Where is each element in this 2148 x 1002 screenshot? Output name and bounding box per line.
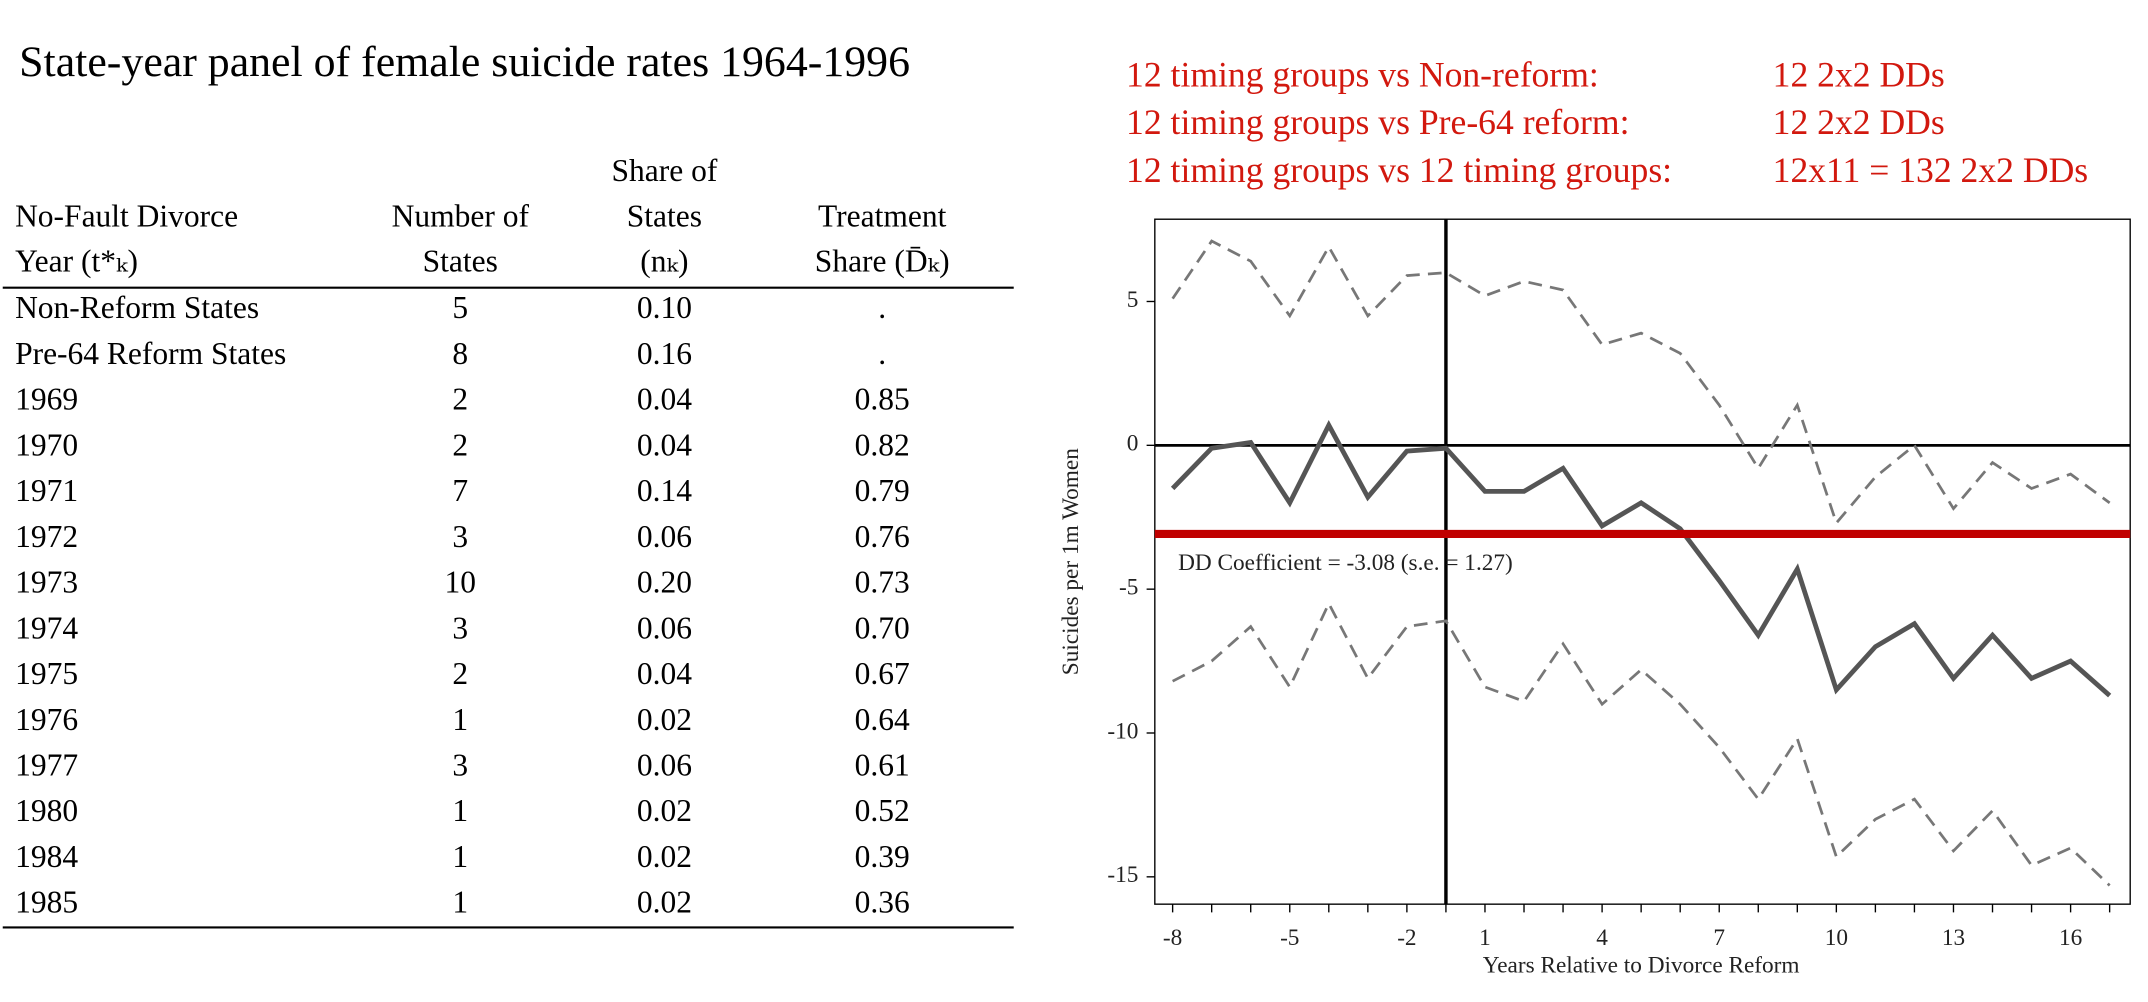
estimate-line (1170, 420, 2112, 698)
y-tick-label: -15 (1107, 862, 1138, 888)
x-tick-label: -5 (1280, 925, 1299, 951)
table-cell: 2 (452, 382, 468, 417)
comparisons: 12 timing groups vs Non-reform: 12 2x2 DD… (1126, 54, 2088, 190)
table-cell: 1970 (15, 427, 78, 462)
table-cell: 1 (452, 702, 468, 737)
table-cell: 0.02 (637, 839, 692, 874)
table-cell: 1 (452, 793, 468, 828)
table-cell: . (878, 336, 886, 371)
table-cell: 0.10 (637, 290, 692, 325)
table-cell: 0.79 (855, 473, 910, 508)
annotation: DD Coefficient = -3.08 (s.e. = 1.27) (1178, 550, 1513, 576)
header-cell: No-Fault Divorce (15, 198, 238, 233)
slide-title: State-year panel of female suicide rates… (19, 38, 910, 86)
header-cell: Share (D̄ₖ) (815, 244, 950, 279)
table-cell: Pre-64 Reform States (15, 336, 286, 371)
table-cell: 1 (452, 885, 468, 920)
x-tick-label: 7 (1713, 925, 1725, 951)
table-cell: 2 (452, 427, 468, 462)
table-cell: 1980 (15, 793, 78, 828)
x-tick-label: 1 (1479, 925, 1491, 951)
table-cell: 1973 (15, 565, 78, 600)
table-cell: 10 (445, 565, 477, 600)
table-cell: . (878, 290, 886, 325)
table-cell: 1985 (15, 885, 78, 920)
table-cell: 0.20 (637, 565, 692, 600)
comparison-label: 12 timing groups vs Pre-64 reform: (1126, 102, 1629, 142)
table-cell: 0.02 (637, 885, 692, 920)
plot-frame (1154, 218, 2131, 905)
table-cell: 0.36 (855, 885, 910, 920)
table-cell: 0.04 (637, 382, 692, 417)
table-cell: 1969 (15, 382, 78, 417)
table-cell: 1976 (15, 702, 78, 737)
y-tick-label: 5 (1127, 287, 1139, 313)
table-cell: 7 (452, 473, 468, 508)
table-cell: 0.73 (855, 565, 910, 600)
table-cell: 0.82 (855, 427, 910, 462)
table-cell: 0.16 (637, 336, 692, 371)
table-cell: 0.06 (637, 748, 692, 783)
comparison-count: 12x11 = 132 2x2 DDs (1773, 150, 2089, 190)
table-cell: 0.39 (855, 839, 910, 874)
header-cell: Share of (611, 153, 717, 188)
table-cell: 0.52 (855, 793, 910, 828)
table-cell: Non-Reform States (15, 290, 259, 325)
comparison-label: 12 timing groups vs Non-reform: (1126, 54, 1599, 94)
ci-line (1171, 239, 2111, 526)
table-cell: 3 (452, 519, 468, 554)
header-cell: (nₖ) (640, 244, 688, 279)
table-cell: 0.04 (637, 656, 692, 691)
table-cell: 1977 (15, 748, 78, 783)
table-cell: 1971 (15, 473, 78, 508)
table-cell: 3 (452, 610, 468, 645)
ci-line (1172, 600, 2111, 887)
table-cell: 0.64 (855, 702, 910, 737)
header-cell: Year (t*ₖ) (15, 244, 138, 279)
header-cell: States (423, 244, 498, 279)
table-cell: 0.61 (855, 748, 910, 783)
table-cell: 2 (452, 656, 468, 691)
table-cell: 1975 (15, 656, 78, 691)
table-cell: 0.02 (637, 793, 692, 828)
comparison-count: 12 2x2 DDs (1773, 102, 1945, 142)
table-cell: 1974 (15, 610, 78, 645)
table-cell: 1 (452, 839, 468, 874)
comparison-label: 12 timing groups vs 12 timing groups: (1126, 150, 1672, 190)
x-tick-label: -2 (1397, 925, 1416, 951)
table-cell: 0.67 (855, 656, 910, 691)
y-tick-label: 0 (1127, 431, 1139, 457)
y-tick-label: -10 (1107, 718, 1138, 744)
table-cell: 0.04 (637, 427, 692, 462)
table-cell: 5 (452, 290, 468, 325)
table-cell: 0.70 (855, 610, 910, 645)
x-tick-label: 4 (1596, 925, 1608, 951)
table: No-Fault Divorce Year (t*ₖ) Number of State… (2, 153, 1014, 929)
y-tick-label: -5 (1119, 575, 1138, 601)
header-cell: Number of (392, 198, 530, 233)
x-tick-label: 10 (1825, 925, 1848, 951)
comparison-count: 12 2x2 DDs (1773, 54, 1945, 94)
header-cell: Treatment (818, 198, 947, 233)
table-cell: 8 (452, 336, 468, 371)
table-cell: 1972 (15, 519, 78, 554)
x-tick-label: 16 (2059, 925, 2082, 951)
table-cell: 0.02 (637, 702, 692, 737)
table-cell: 0.85 (855, 382, 910, 417)
table-cell: 0.06 (637, 610, 692, 645)
x-tick-label: 13 (1942, 925, 1965, 951)
header-cell: States (627, 198, 702, 233)
x-tick-label: -8 (1163, 925, 1182, 951)
table-cell: 3 (452, 748, 468, 783)
x-axis-label: Years Relative to Divorce Reform (1483, 953, 1800, 979)
table-cell: 0.76 (855, 519, 910, 554)
chart: Years Relative to Divorce Reform Suicide… (1058, 218, 2131, 979)
table-cell: 0.14 (637, 473, 692, 508)
table-cell: 1984 (15, 839, 78, 874)
table-cell: 0.06 (637, 519, 692, 554)
y-axis-label: Suicides per 1m Women (1058, 448, 1084, 675)
